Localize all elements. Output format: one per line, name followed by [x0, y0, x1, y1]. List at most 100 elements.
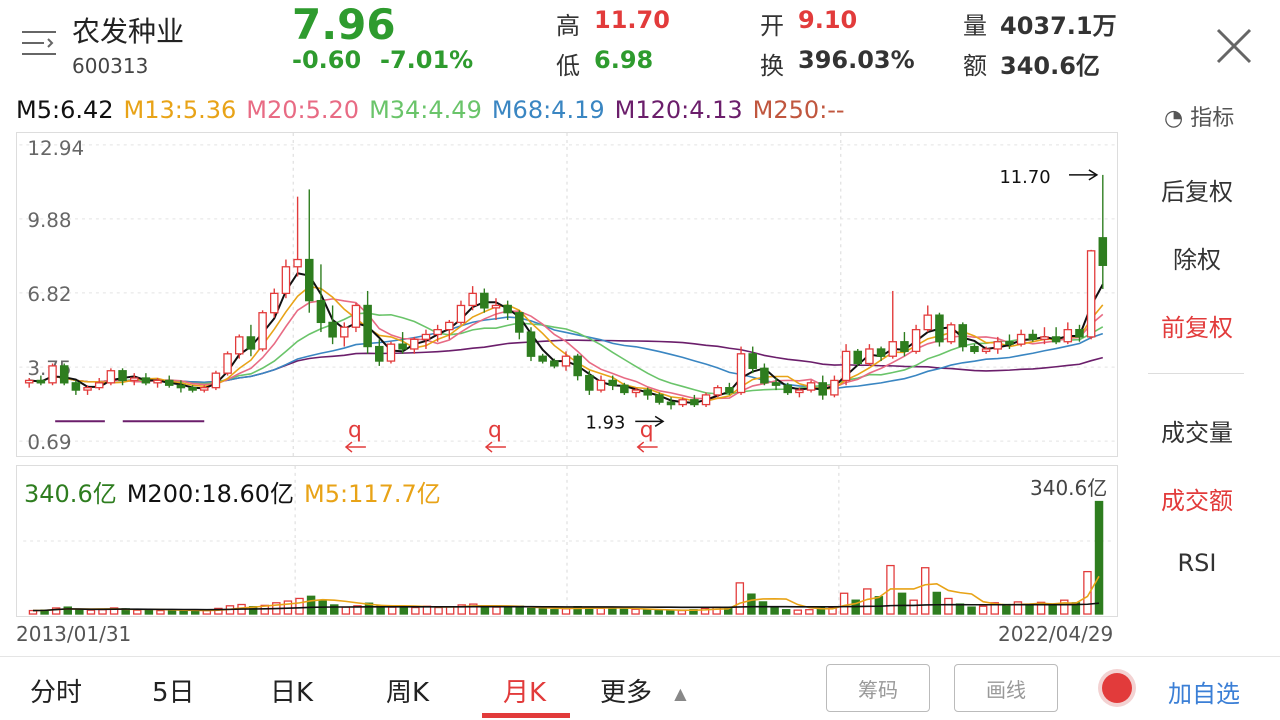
amount-bar [306, 595, 316, 615]
candle [398, 332, 407, 354]
draw-line-button[interactable]: 画线 [954, 664, 1058, 712]
side-item-amount[interactable]: 成交额 [1161, 487, 1233, 515]
amount-bar [1002, 603, 1011, 615]
volume-label: 量 [963, 12, 987, 40]
side-item-forward-adjusted[interactable]: 前复权 [1161, 314, 1233, 342]
candle [433, 324, 442, 342]
side-item-volume[interactable]: 成交量 [1161, 419, 1233, 447]
candle [818, 375, 828, 400]
candle [631, 387, 641, 398]
amount-bar [1013, 601, 1023, 615]
candle [713, 385, 722, 398]
amount-bar [538, 608, 548, 615]
dividend-marker-arrow-head [344, 441, 353, 453]
amount-m200-line [33, 602, 1100, 612]
candle [853, 348, 863, 366]
amount-bar [631, 608, 640, 615]
candle [935, 312, 944, 347]
amount-bar [770, 606, 779, 615]
price-tick-label: 9.88 [27, 209, 71, 232]
candle [281, 259, 291, 299]
stock-name: 农发种业 [72, 15, 185, 48]
candle [305, 189, 314, 313]
amount-bar [596, 607, 606, 615]
candle [59, 363, 69, 386]
candle [946, 322, 956, 345]
amount-bar [967, 606, 976, 615]
candle [129, 373, 139, 386]
candle [771, 377, 781, 391]
candle [153, 377, 162, 388]
dividend-marker: q [488, 418, 502, 443]
tab-monthly-k[interactable]: 月K [503, 678, 547, 708]
tab-weekly-k[interactable]: 周K [386, 678, 430, 708]
indicator-button[interactable]: ◔ 指标 [1164, 100, 1234, 132]
candle [981, 346, 991, 354]
candle [445, 319, 454, 340]
candle [468, 286, 477, 311]
chips-button[interactable]: 筹码 [826, 664, 930, 712]
candle [340, 322, 349, 347]
side-item-rsi[interactable]: RSI [1177, 549, 1217, 577]
ma34-label: M34:4.49 [369, 96, 482, 124]
candle [876, 346, 886, 362]
candle [1028, 329, 1038, 342]
amount-m5-line [33, 575, 1100, 612]
dividend-marker-arrow-head [636, 441, 645, 453]
candle [36, 375, 46, 386]
ma68-label: M68:4.19 [491, 96, 605, 124]
amount-legend: 340.6亿 [24, 480, 117, 508]
side-item-ex-rights[interactable]: 除权 [1173, 246, 1221, 274]
candle [958, 322, 968, 352]
amount-bar [190, 610, 200, 615]
open-value: 9.10 [798, 6, 858, 34]
turnover-value: 396.03% [798, 46, 915, 74]
ma250-label: M250:-- [752, 96, 845, 124]
amount-chart[interactable] [16, 465, 1118, 617]
add-favorite-button[interactable]: 加自选 [1168, 680, 1240, 708]
amount-bar [434, 606, 443, 615]
amount-bar [863, 588, 872, 615]
high-value: 11.70 [594, 6, 670, 34]
candle [923, 305, 933, 333]
candle [620, 382, 629, 395]
amount-bar [712, 606, 721, 615]
candle [164, 375, 174, 388]
candle [363, 290, 372, 354]
candle [748, 346, 757, 374]
m20-line [29, 298, 1104, 400]
candle [561, 351, 571, 371]
alert-dot-icon[interactable] [1102, 673, 1132, 703]
candle [223, 351, 232, 376]
candle [1040, 327, 1049, 345]
candle [293, 196, 302, 277]
tab-more[interactable]: 更多 ▲ [600, 672, 687, 709]
amount-bar [353, 605, 362, 615]
amount-bar [608, 607, 617, 615]
amount-bar [156, 609, 165, 615]
m68-line [29, 316, 1104, 390]
candle [456, 300, 466, 325]
amount-bar [98, 609, 107, 615]
candle [783, 382, 792, 395]
amount-bar [179, 609, 188, 615]
bottom-bar [0, 656, 1280, 720]
tab-intraday[interactable]: 分时 [30, 678, 83, 708]
amount-bar [839, 592, 849, 615]
close-icon[interactable] [1214, 26, 1254, 66]
candle [760, 363, 769, 386]
tab-5day[interactable]: 5日 [152, 678, 195, 708]
amount-bar [51, 607, 61, 615]
side-item-back-adjusted[interactable]: 后复权 [1161, 178, 1233, 206]
amount-bar [654, 609, 663, 615]
candle [655, 392, 664, 405]
amount-bar [735, 582, 745, 615]
amount-bar [619, 608, 629, 615]
candle [480, 288, 489, 313]
amount-bar [1060, 599, 1069, 615]
tab-daily-k[interactable]: 日K [270, 678, 314, 708]
candle [188, 385, 197, 393]
amount-bar [1025, 604, 1034, 615]
menu-icon[interactable] [22, 28, 56, 58]
